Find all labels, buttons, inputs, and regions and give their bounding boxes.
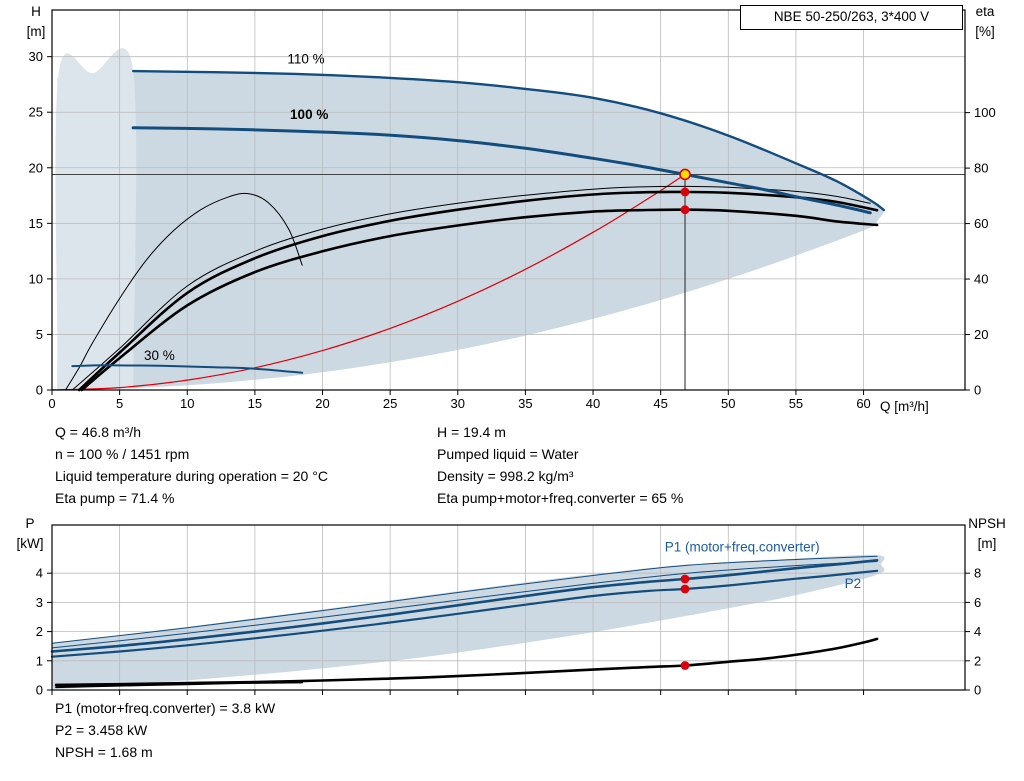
value-marker: [680, 187, 690, 197]
eta-axis-title: eta: [975, 4, 995, 19]
curve-eta-pump-motor-freq: [80, 208, 879, 392]
curve-label-label-p2: P2: [845, 576, 862, 591]
readout-eta-total: Eta pump+motor+freq.converter = 65 %: [437, 490, 684, 506]
hq-eta-chart: 0 5 10 15 20 25 30 35 40 45 50 55 60 0 5 10 15 20 25 30 0 20 4…: [29, 9, 996, 411]
curve-speed-30: [71, 364, 304, 374]
curve-eta-pump: [77, 190, 879, 392]
curve-npsh: [54, 637, 879, 687]
power-npsh-chart: 0 1 2 3 4 0 2 4 6 8 P1 (motor+freq.converter) P2: [36, 524, 981, 698]
x-tick-label: 20: [315, 396, 329, 411]
band-power-envelope: [52, 554, 885, 689]
x-tick-label: 25: [383, 396, 397, 411]
value-marker: [680, 584, 690, 594]
plot-border: [51, 9, 966, 391]
left-tick-label: 4: [36, 566, 43, 581]
curve-eta-arc-reduced-speed: [65, 192, 303, 391]
curve-label-label-p1: P1 (motor+freq.converter): [665, 539, 820, 554]
left-tick-label: 3: [36, 595, 43, 610]
readout-liquid: Pumped liquid = Water: [437, 446, 579, 462]
power-readout-column: P1 (motor+freq.converter) = 3.8 kW P2 = …: [55, 697, 275, 763]
x-tick-label: 45: [653, 396, 667, 411]
curve-speed-110: [132, 69, 885, 212]
right-tick-label: 0: [974, 683, 981, 698]
pump-model-badge: NBE 50-250/263, 3*400 V: [740, 5, 963, 30]
curve-p1: [50, 559, 879, 653]
x-tick-label: 55: [789, 396, 803, 411]
left-tick-label: 1: [36, 653, 43, 668]
x-tick-label: 50: [721, 396, 735, 411]
left-tick-label: 5: [36, 327, 43, 342]
x-tick-label: 5: [116, 396, 123, 411]
curve-control-curve: [51, 173, 686, 391]
value-marker: [680, 661, 690, 670]
p-axis-unit: [kW]: [16, 536, 44, 551]
right-tick-label: 4: [974, 624, 981, 639]
x-tick-label: 60: [856, 396, 870, 411]
right-tick-label: 40: [974, 272, 988, 287]
eta-axis-unit: [%]: [975, 24, 995, 39]
duty-point-marker: [679, 168, 691, 181]
x-tick-label: 15: [248, 396, 262, 411]
curve-label-label-100: 100 %: [290, 107, 328, 122]
left-tick-label: 10: [29, 271, 43, 286]
right-tick-label: 80: [974, 161, 988, 176]
curve-label-label-30: 30 %: [144, 348, 175, 363]
curve-speed-100: [131, 126, 872, 215]
x-tick-label: 10: [180, 396, 194, 411]
curve-p2: [50, 569, 879, 658]
readout-head: H = 19.4 m: [437, 424, 506, 440]
duty-readout-right-column: H = 19.4 m Pumped liquid = Water Density…: [437, 421, 683, 509]
left-tick-label: 20: [29, 160, 43, 175]
right-tick-label: 60: [974, 216, 988, 231]
left-tick-label: 15: [29, 216, 43, 231]
left-tick-label: 0: [36, 683, 43, 698]
right-tick-label: 0: [974, 383, 981, 398]
readout-flow: Q = 46.8 m³/h: [55, 424, 141, 440]
curve-p2-110: [51, 561, 878, 649]
x-tick-label: 30: [451, 396, 465, 411]
curve-p1-110: [51, 555, 878, 644]
readout-density: Density = 998.2 kg/m³: [437, 468, 574, 484]
npsh-axis-title: NPSH: [968, 516, 1006, 531]
readout-p1: P1 (motor+freq.converter) = 3.8 kW: [55, 700, 276, 716]
left-tick-label: 30: [29, 49, 43, 64]
x-tick-label: 0: [48, 396, 55, 411]
h-axis-title: H: [31, 4, 41, 19]
curve-label-label-110: 110 %: [287, 51, 324, 66]
h-axis-unit: [m]: [26, 24, 46, 39]
readout-npsh: NPSH = 1.68 m: [55, 744, 153, 760]
value-marker: [680, 205, 690, 215]
left-tick-label: 0: [36, 383, 43, 398]
readout-p2: P2 = 3.458 kW: [55, 722, 148, 738]
left-tick-label: 25: [29, 105, 43, 120]
right-tick-label: 100: [974, 105, 996, 120]
band-operating-envelope: [57, 71, 884, 391]
q-axis-title: Q [m³/h]: [880, 399, 929, 414]
plot-border: [51, 524, 966, 691]
npsh-axis-unit: [m]: [977, 536, 997, 551]
right-tick-label: 8: [974, 566, 981, 581]
x-tick-label: 40: [586, 396, 600, 411]
x-tick-label: 35: [518, 396, 532, 411]
p-axis-title: P: [25, 516, 35, 531]
readout-temperature: Liquid temperature during operation = 20…: [55, 468, 328, 484]
value-marker: [680, 574, 690, 584]
right-tick-label: 20: [974, 327, 988, 342]
readout-eta-pump: Eta pump = 71.4 %: [55, 490, 175, 506]
right-tick-label: 2: [974, 653, 981, 668]
readout-speed: n = 100 % / 1451 rpm: [55, 446, 190, 462]
duty-readout-left-column: Q = 46.8 m³/h n = 100 % / 1451 rpm Liqui…: [55, 421, 328, 509]
left-tick-label: 2: [36, 624, 43, 639]
right-tick-label: 6: [974, 595, 981, 610]
